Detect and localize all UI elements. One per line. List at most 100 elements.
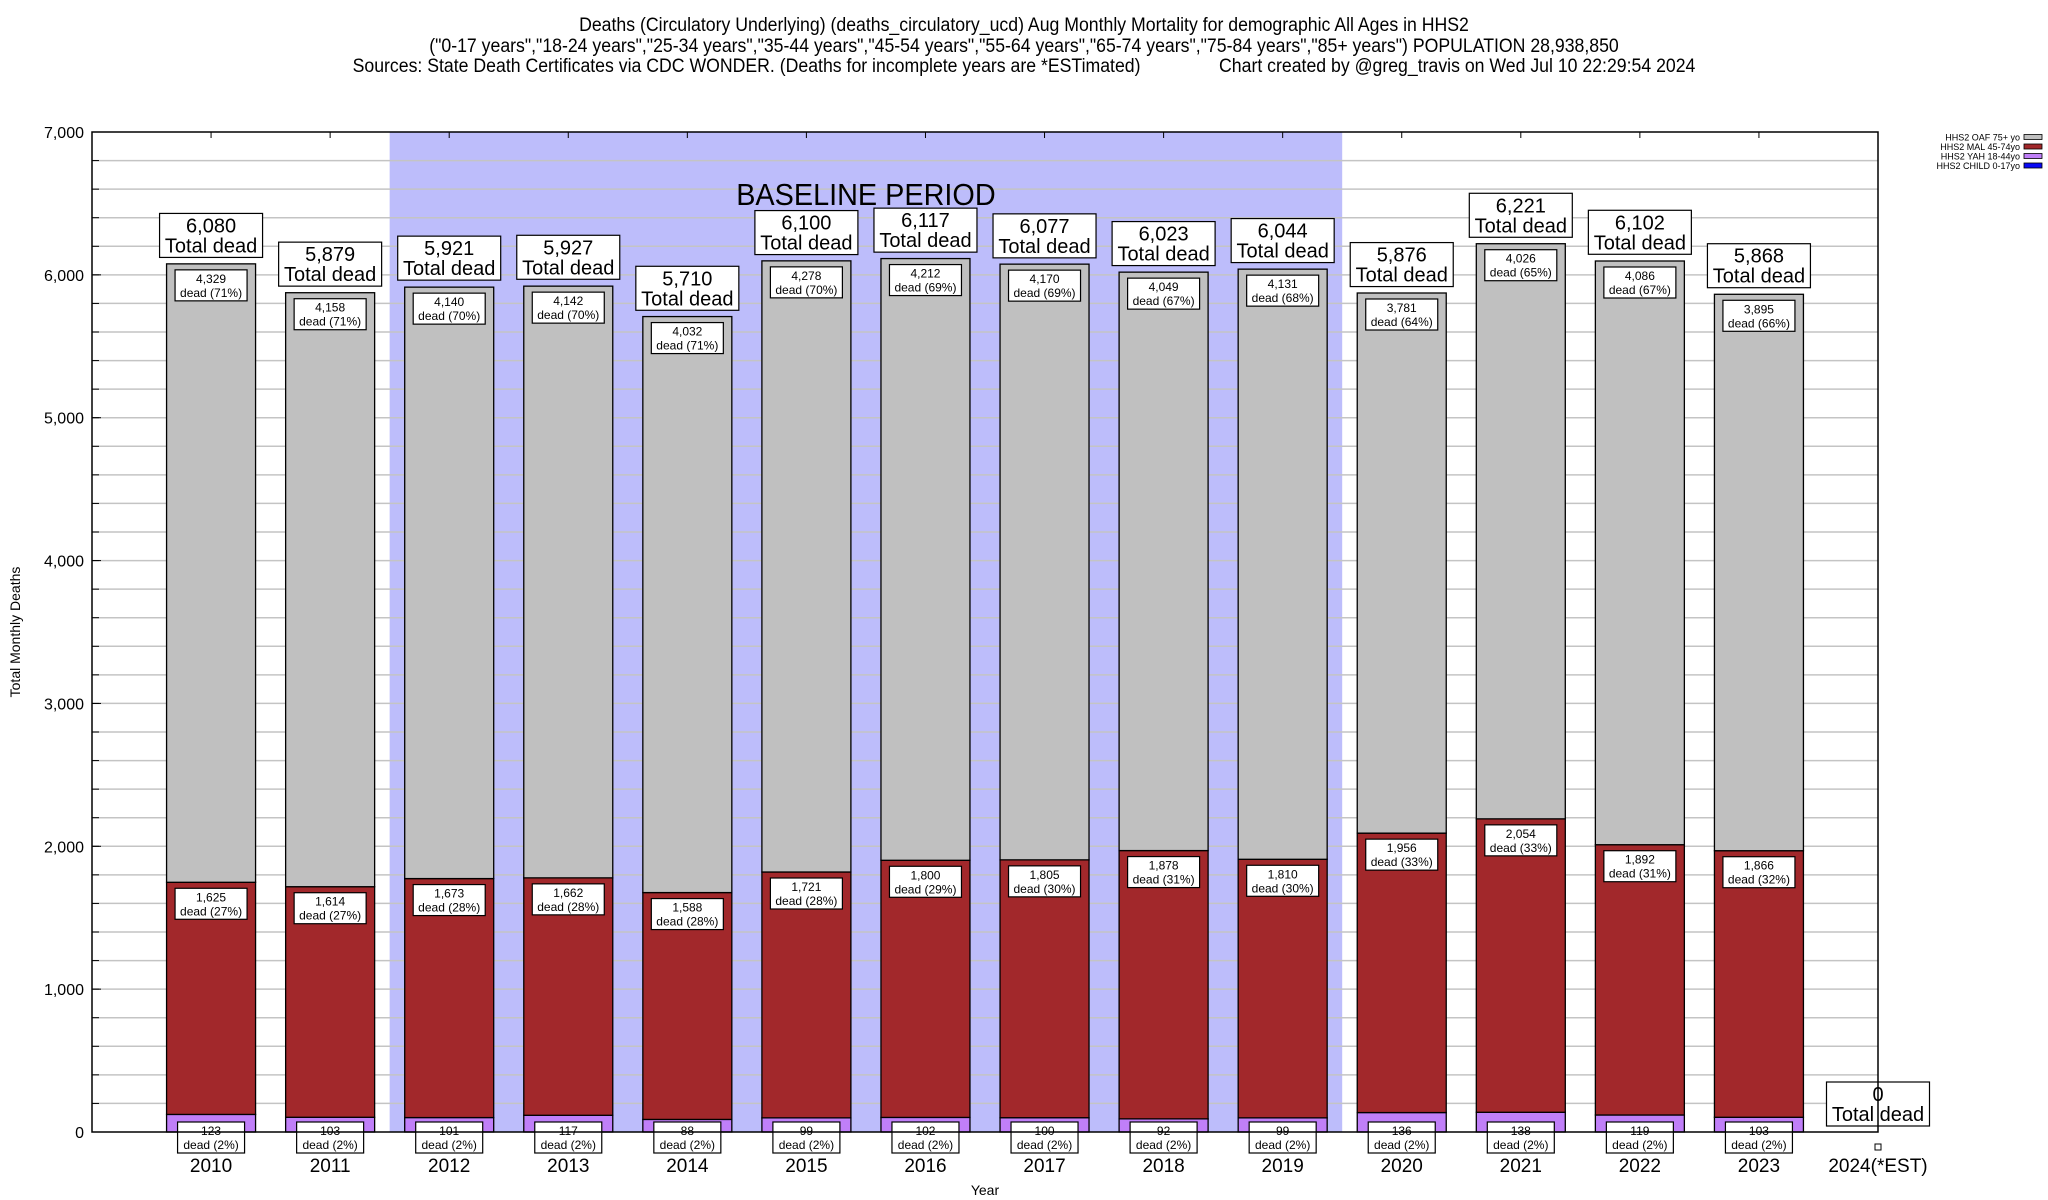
segment-value-label: 1,625: [196, 890, 226, 904]
segment-label-box: [650, 321, 724, 355]
segment-percent-label: dead (2%): [898, 1138, 953, 1152]
y-tick-label: 1,000: [44, 982, 84, 999]
segment-label-box: [176, 1121, 246, 1154]
segment-value-label: 1,805: [1030, 868, 1060, 882]
segment-label-box: [888, 865, 963, 898]
bar-segment: [1713, 293, 1805, 852]
total-suffix-label: Total dead: [1237, 241, 1329, 263]
segment-value-label: 99: [1276, 1124, 1290, 1138]
segment-label-box: [1484, 249, 1558, 282]
segment-label-box: [531, 883, 605, 916]
segment-percent-label: dead (27%): [180, 904, 242, 918]
bar-segment: [165, 263, 257, 883]
segment-label-box: [1365, 838, 1439, 871]
segment-label-box: [769, 877, 844, 910]
chart-title-line-2: ("0-17 years","18-24 years","25-34 years…: [429, 36, 1619, 57]
segment-label-box: [1486, 1121, 1555, 1154]
bar-segment: [523, 285, 614, 879]
segment-percent-label: dead (29%): [894, 882, 956, 896]
x-tick-label: 2021: [1500, 1156, 1542, 1177]
y-tick-label: 4,000: [44, 554, 84, 571]
chart-title-line-1: Deaths (Circulatory Underlying) (deaths_…: [579, 15, 1469, 36]
total-label-box: [635, 265, 740, 311]
segment-value-label: 88: [681, 1124, 695, 1138]
total-label-box: [1706, 243, 1812, 289]
total-suffix-label: Total dead: [1356, 265, 1448, 287]
total-value-label: 5,868: [1734, 246, 1784, 268]
total-suffix-label: Total dead: [760, 233, 852, 255]
bar-segment: [1356, 832, 1447, 1114]
total-label-box: [873, 207, 978, 253]
segment-label-box: [412, 883, 486, 917]
segment-percent-label: dead (2%): [1017, 1138, 1072, 1152]
segment-percent-label: dead (69%): [894, 281, 956, 295]
segment-value-label: 4,158: [315, 301, 345, 315]
segment-value-label: 1,721: [791, 880, 821, 894]
y-tick-label: 6,000: [44, 268, 84, 285]
x-tick-label: 2024(*EST): [1828, 1156, 1927, 1177]
segment-value-label: 1,810: [1268, 867, 1298, 881]
segment-label-box: [653, 1121, 722, 1154]
x-tick-label: 2011: [310, 1156, 351, 1177]
bar-segment: [1118, 849, 1209, 1120]
segment-label-box: [174, 269, 248, 302]
baseline-period-label: BASELINE PERIOD: [736, 178, 995, 212]
segment-percent-label: dead (2%): [422, 1138, 477, 1152]
x-tick-label: 2018: [1142, 1156, 1184, 1177]
bar-segment: [880, 859, 971, 1119]
bar-segment: [165, 881, 257, 1116]
total-suffix-label: Total dead: [1713, 266, 1805, 288]
x-tick-label: 2020: [1381, 1156, 1423, 1177]
segment-label-box: [293, 298, 367, 331]
segment-percent-label: dead (71%): [656, 339, 718, 353]
bar-segment: [1713, 850, 1805, 1118]
segment-value-label: 138: [1511, 1124, 1531, 1138]
total-value-label: 5,710: [662, 268, 712, 290]
segment-value-label: 4,278: [791, 269, 821, 283]
segment-percent-label: dead (66%): [1728, 316, 1790, 330]
segment-percent-label: dead (31%): [1133, 873, 1195, 887]
total-value-label: 6,102: [1615, 212, 1665, 234]
y-tick-label: 7,000: [44, 125, 84, 142]
segment-percent-label: dead (28%): [537, 900, 599, 914]
segment-label-box: [1367, 1121, 1436, 1154]
x-tick-label: 2015: [785, 1156, 827, 1177]
segment-value-label: 1,800: [910, 868, 940, 882]
segment-label-box: [888, 263, 963, 297]
segment-percent-label: dead (71%): [299, 315, 361, 329]
segment-label-box: [296, 1121, 365, 1154]
total-value-label: 5,879: [305, 244, 355, 266]
x-tick-label: 2023: [1738, 1156, 1780, 1177]
segment-value-label: 103: [320, 1124, 340, 1138]
segment-label-box: [650, 897, 724, 931]
segment-label-box: [769, 266, 844, 299]
total-suffix-label: Total dead: [165, 235, 257, 257]
segment-label-box: [1603, 266, 1677, 299]
segment-percent-label: dead (28%): [656, 915, 718, 929]
segment-value-label: 4,140: [434, 295, 464, 309]
segment-percent-label: dead (67%): [1609, 283, 1671, 297]
segment-percent-label: dead (30%): [1252, 881, 1314, 895]
bar-segment: [1237, 268, 1328, 860]
legend-label: HHS2 CHILD 0-17yo: [1936, 161, 2020, 171]
segment-value-label: 4,131: [1268, 277, 1298, 291]
total-value-label: 5,921: [424, 238, 474, 260]
legend-swatch: [2023, 143, 2043, 150]
segment-percent-label: dead (70%): [537, 308, 599, 322]
total-suffix-label: Total dead: [1594, 232, 1686, 254]
segment-label-box: [293, 892, 367, 925]
segment-value-label: 4,032: [672, 325, 702, 339]
total-value-label: 5,927: [543, 237, 593, 259]
x-tick-label: 2022: [1619, 1156, 1661, 1177]
segment-value-label: 117: [559, 1124, 578, 1138]
segment-label-box: [1126, 277, 1201, 310]
segment-percent-label: dead (2%): [183, 1138, 238, 1152]
segment-label-box: [1010, 1121, 1079, 1154]
bar-segment: [523, 877, 614, 1116]
total-value-label: 6,077: [1020, 216, 1070, 238]
segment-percent-label: dead (68%): [1252, 291, 1314, 305]
segment-percent-label: dead (2%): [541, 1138, 596, 1152]
total-value-label: 6,080: [186, 215, 236, 237]
bar-segment: [1237, 858, 1328, 1119]
segment-value-label: 1,866: [1744, 859, 1774, 873]
